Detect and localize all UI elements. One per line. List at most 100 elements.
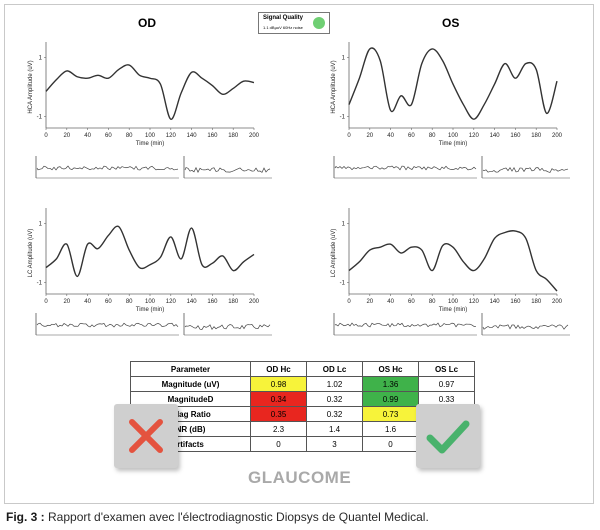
os-hca-raw-trace	[334, 165, 477, 171]
cell: 0.73	[362, 406, 419, 422]
y-axis-label: HCA Amplitude (uV)	[331, 60, 337, 113]
x-tick-label: 180	[228, 299, 239, 305]
x-tick-label: 200	[552, 133, 563, 139]
x-tick-label: 0	[347, 299, 351, 305]
row-name: Magnitude (uV)	[130, 376, 251, 392]
x-tick-label: 160	[510, 299, 521, 305]
os-header: OS	[442, 16, 460, 30]
os-hca-raw-trace2	[482, 166, 569, 173]
cell: 0.35	[250, 406, 307, 422]
x-tick-label: 120	[469, 133, 480, 139]
cross-icon	[129, 419, 163, 453]
x-tick-label: 160	[207, 299, 218, 305]
x-tick-label: 120	[166, 299, 177, 305]
x-tick-label: 180	[531, 133, 542, 139]
cell: 0.34	[250, 391, 307, 407]
y-axis-label: HCA Amplitude (uV)	[28, 60, 34, 113]
x-axis-label: Time (min)	[136, 307, 164, 313]
cell: 0.99	[362, 391, 419, 407]
x-tick-label: 140	[490, 299, 501, 305]
y-tick-label: -1	[37, 114, 43, 120]
x-tick-label: 60	[408, 133, 415, 139]
reject-button[interactable]	[114, 404, 178, 468]
cell: 1.4	[306, 421, 363, 437]
series-line	[45, 225, 255, 278]
table-row: MagnitudeD 0.34 0.32 0.99 0.33	[130, 391, 475, 407]
signal-quality-label: Signal Quality	[263, 15, 304, 21]
x-tick-label: 200	[552, 299, 563, 305]
x-tick-label: 80	[126, 133, 133, 139]
x-tick-label: 0	[44, 299, 48, 305]
table-row: Magnitude (uV) 0.98 1.02 1.36 0.97	[130, 376, 475, 392]
x-tick-label: 100	[448, 299, 459, 305]
cell: 3	[306, 436, 363, 452]
x-tick-label: 40	[84, 133, 91, 139]
y-axis-label: LC Amplitude (uV)	[331, 229, 337, 278]
parameter-table: Parameter OD Hc OD Lc OS Hc OS Lc Magnit…	[130, 361, 475, 452]
diagnosis-stamp: GLAUCOME	[248, 468, 352, 487]
x-axis-label: Time (min)	[439, 307, 467, 313]
figure-caption: Fig. 3 : Rapport d'examen avec l'électro…	[6, 510, 429, 524]
x-axis-label: Time (min)	[136, 141, 164, 147]
od-lc-raw-trace	[36, 322, 179, 328]
col-od-lc: OD Lc	[306, 361, 363, 377]
x-tick-label: 40	[387, 299, 394, 305]
x-tick-label: 160	[207, 133, 218, 139]
x-tick-label: 80	[429, 133, 436, 139]
x-tick-label: 0	[347, 133, 351, 139]
caption-prefix: Fig. 3 :	[6, 510, 45, 524]
cell: 0.32	[306, 406, 363, 422]
series-line	[348, 47, 558, 120]
table-header-row: Parameter OD Hc OD Lc OS Hc OS Lc	[130, 361, 475, 377]
x-tick-label: 0	[44, 133, 48, 139]
y-tick-label: -1	[340, 280, 346, 286]
x-tick-label: 100	[448, 133, 459, 139]
y-axis-label: LC Amplitude (uV)	[28, 229, 34, 278]
x-tick-label: 40	[84, 299, 91, 305]
x-tick-label: 60	[105, 133, 112, 139]
od-hca-raw-trace	[36, 165, 179, 171]
od-lc-raw-trace2	[184, 324, 271, 331]
x-tick-label: 20	[63, 133, 70, 139]
col-parameter: Parameter	[130, 361, 251, 377]
x-tick-label: 60	[408, 299, 415, 305]
y-tick-label: 1	[39, 56, 43, 62]
x-tick-label: 80	[429, 299, 436, 305]
cell: 0	[250, 436, 307, 452]
x-tick-label: 20	[366, 133, 373, 139]
x-tick-label: 140	[490, 133, 501, 139]
col-od-hc: OD Hc	[250, 361, 307, 377]
cell: 1.6	[362, 421, 419, 437]
x-tick-label: 100	[145, 299, 156, 305]
x-tick-label: 80	[126, 299, 133, 305]
y-tick-label: 1	[342, 222, 346, 228]
cell: 2.3	[250, 421, 307, 437]
cell: 1.02	[306, 376, 363, 392]
x-tick-label: 180	[531, 299, 542, 305]
cell: 0.98	[250, 376, 307, 392]
x-tick-label: 200	[249, 133, 260, 139]
x-tick-label: 140	[187, 133, 198, 139]
os-lc-raw-trace2	[482, 324, 569, 330]
cell: 0.32	[306, 391, 363, 407]
accept-button[interactable]	[416, 404, 480, 468]
os-lc-raw-trace	[334, 322, 477, 328]
x-tick-label: 180	[228, 133, 239, 139]
caption-text: Rapport d'examen avec l'électrodiagnosti…	[44, 510, 429, 524]
cell: 0.97	[418, 376, 475, 392]
x-tick-label: 20	[63, 299, 70, 305]
x-tick-label: 140	[187, 299, 198, 305]
cell: 1.36	[362, 376, 419, 392]
cell: 0	[362, 436, 419, 452]
x-tick-label: 120	[469, 299, 480, 305]
y-tick-label: -1	[37, 280, 43, 286]
x-tick-label: 40	[387, 133, 394, 139]
x-tick-label: 60	[105, 299, 112, 305]
series-line	[348, 229, 558, 292]
x-tick-label: 160	[510, 133, 521, 139]
y-tick-label: 1	[39, 222, 43, 228]
col-os-lc: OS Lc	[418, 361, 475, 377]
x-tick-label: 120	[166, 133, 177, 139]
od-hca-raw-trace2	[184, 166, 271, 173]
